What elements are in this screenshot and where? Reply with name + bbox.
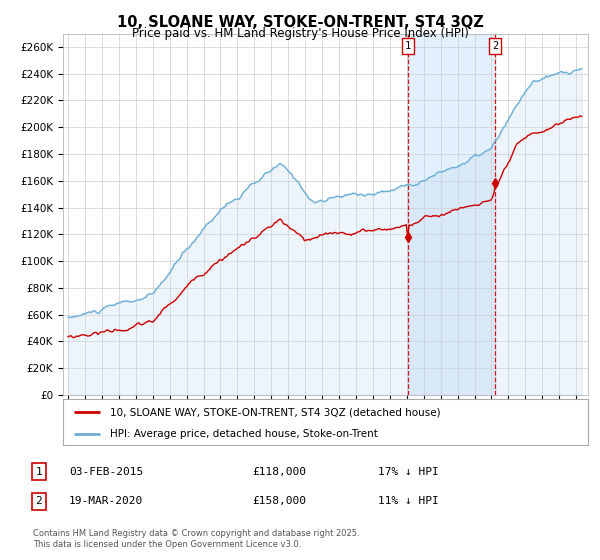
Text: 17% ↓ HPI: 17% ↓ HPI	[378, 466, 439, 477]
Text: 11% ↓ HPI: 11% ↓ HPI	[378, 496, 439, 506]
Text: Price paid vs. HM Land Registry's House Price Index (HPI): Price paid vs. HM Land Registry's House …	[131, 27, 469, 40]
Bar	[409, 34, 495, 395]
Text: 2: 2	[35, 496, 43, 506]
Text: Contains HM Land Registry data © Crown copyright and database right 2025.
This d: Contains HM Land Registry data © Crown c…	[33, 529, 359, 549]
Text: 03-FEB-2015: 03-FEB-2015	[69, 466, 143, 477]
Text: 2: 2	[492, 41, 499, 50]
Text: £158,000: £158,000	[252, 496, 306, 506]
Text: 10, SLOANE WAY, STOKE-ON-TRENT, ST4 3QZ (detached house): 10, SLOANE WAY, STOKE-ON-TRENT, ST4 3QZ …	[110, 407, 441, 417]
Text: 10, SLOANE WAY, STOKE-ON-TRENT, ST4 3QZ: 10, SLOANE WAY, STOKE-ON-TRENT, ST4 3QZ	[116, 15, 484, 30]
Text: 1: 1	[35, 466, 43, 477]
Text: HPI: Average price, detached house, Stoke-on-Trent: HPI: Average price, detached house, Stok…	[110, 429, 378, 438]
Text: 1: 1	[405, 41, 412, 50]
Text: 19-MAR-2020: 19-MAR-2020	[69, 496, 143, 506]
Text: £118,000: £118,000	[252, 466, 306, 477]
